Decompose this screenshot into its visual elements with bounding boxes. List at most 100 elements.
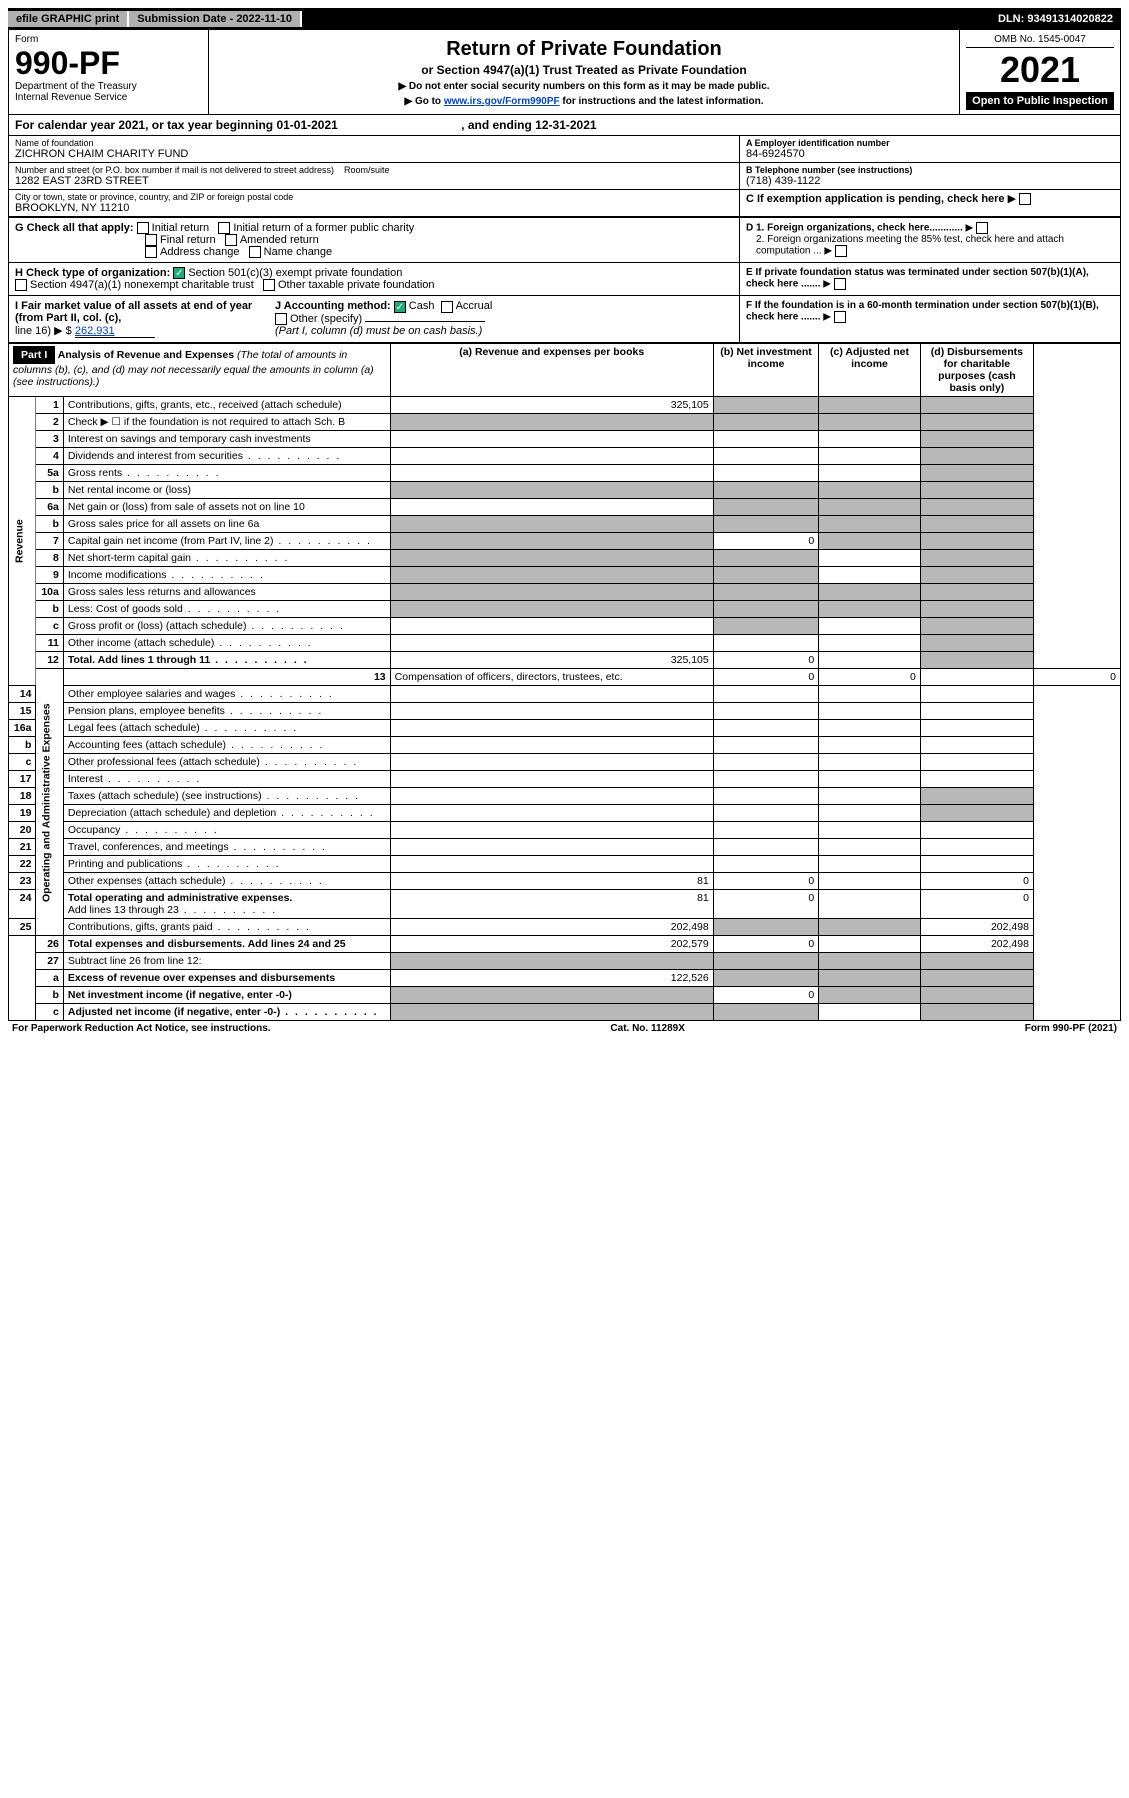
form-header: Form 990-PF Department of the Treasury I… [8, 30, 1121, 115]
other-spec-checkbox[interactable] [275, 313, 287, 325]
footer: For Paperwork Reduction Act Notice, see … [8, 1021, 1121, 1036]
cell: 0 [713, 936, 819, 953]
other-tax-label: Other taxable private foundation [278, 279, 435, 291]
cell: 202,498 [920, 919, 1033, 936]
d2-label: 2. Foreign organizations meeting the 85%… [756, 234, 1064, 257]
line-no: 19 [9, 805, 36, 822]
amended-checkbox[interactable] [225, 234, 237, 246]
line-no: 16a [9, 720, 36, 737]
row-desc: Total expenses and disbursements. Add li… [63, 936, 390, 953]
e-label: E If private foundation status was termi… [746, 267, 1089, 290]
dln-label: DLN: 93491314020822 [990, 11, 1121, 27]
row-desc: Travel, conferences, and meetings [63, 839, 390, 856]
i-line16: line 16) ▶ $ [15, 325, 72, 337]
part1-title: Analysis of Revenue and Expenses [58, 349, 234, 361]
row-desc: Gross profit or (loss) (attach schedule) [63, 618, 390, 635]
row-desc: Excess of revenue over expenses and disb… [63, 970, 390, 987]
cell: 325,105 [390, 397, 713, 414]
d1-label: D 1. Foreign organizations, check here..… [746, 223, 963, 234]
cell: 0 [713, 873, 819, 890]
accrual-checkbox[interactable] [441, 301, 453, 313]
line-no: 3 [36, 431, 63, 448]
cash-checkbox[interactable] [394, 301, 406, 313]
irs-link[interactable]: www.irs.gov/Form990PF [444, 96, 560, 107]
row-desc: Printing and publications [63, 856, 390, 873]
row-desc: Subtract line 26 from line 12: [63, 953, 390, 970]
initial-return-label: Initial return [152, 222, 209, 234]
i-label: I Fair market value of all assets at end… [15, 300, 252, 324]
row-desc: Dividends and interest from securities [63, 448, 390, 465]
other-tax-checkbox[interactable] [263, 279, 275, 291]
row-desc: Gross sales price for all assets on line… [63, 516, 390, 533]
c-checkbox[interactable] [1019, 193, 1031, 205]
i-row: I Fair market value of all assets at end… [8, 296, 1121, 343]
open-to-public: Open to Public Inspection [966, 92, 1114, 110]
line-no: 17 [9, 771, 36, 788]
city-value: BROOKLYN, NY 11210 [15, 202, 733, 214]
cell: 0 [713, 890, 819, 919]
4947-checkbox[interactable] [15, 279, 27, 291]
row-desc: Contributions, gifts, grants paid [63, 919, 390, 936]
cell: 0 [713, 987, 819, 1004]
other-spec-line [365, 321, 485, 322]
line-no: 18 [9, 788, 36, 805]
arrow2-post: for instructions and the latest informat… [560, 96, 764, 107]
row-desc: Other expenses (attach schedule) [63, 873, 390, 890]
c-label: C If exemption application is pending, c… [746, 193, 1005, 205]
tel-value: (718) 439-1122 [746, 175, 1114, 187]
row-desc: Income modifications [63, 567, 390, 584]
d1-checkbox[interactable] [976, 222, 988, 234]
omb-number: OMB No. 1545-0047 [966, 34, 1114, 48]
initial-former-checkbox[interactable] [218, 222, 230, 234]
line-no: 24 [9, 890, 36, 919]
final-return-label: Final return [160, 234, 216, 246]
amended-label: Amended return [240, 234, 319, 246]
line-no: b [36, 987, 63, 1004]
f-checkbox[interactable] [834, 311, 846, 323]
501c3-label: Section 501(c)(3) exempt private foundat… [188, 267, 402, 279]
line-no: 10a [36, 584, 63, 601]
cell: 0 [920, 890, 1033, 919]
cell: 0 [713, 652, 819, 669]
cell: 202,498 [390, 919, 713, 936]
initial-former-label: Initial return of a former public charit… [233, 222, 414, 234]
cell: 0 [713, 669, 819, 686]
d2-checkbox[interactable] [835, 245, 847, 257]
efile-label: efile GRAPHIC print [8, 11, 129, 27]
cell: 325,105 [390, 652, 713, 669]
e-checkbox[interactable] [834, 278, 846, 290]
tax-year: 2021 [966, 52, 1114, 88]
expenses-label: Operating and Administrative Expenses [36, 669, 63, 936]
addr-change-checkbox[interactable] [145, 246, 157, 258]
line-no: 1 [36, 397, 63, 414]
g-label: G Check all that apply: [15, 222, 134, 234]
cal-end: , and ending 12-31-2021 [461, 118, 596, 132]
form-header-left: Form 990-PF Department of the Treasury I… [9, 30, 209, 114]
name-change-checkbox[interactable] [249, 246, 261, 258]
row-desc: Legal fees (attach schedule) [63, 720, 390, 737]
row-desc: Occupancy [63, 822, 390, 839]
part1-label: Part I [13, 346, 55, 364]
footer-right: Form 990-PF (2021) [1025, 1023, 1117, 1034]
row-desc: Contributions, gifts, grants, etc., rece… [63, 397, 390, 414]
ein-value: 84-6924570 [746, 148, 1114, 160]
line-no: 4 [36, 448, 63, 465]
final-return-checkbox[interactable] [145, 234, 157, 246]
other-spec-label: Other (specify) [290, 313, 362, 325]
line-no: 26 [36, 936, 63, 953]
form-subtitle: or Section 4947(a)(1) Trust Treated as P… [215, 63, 953, 77]
g-left: G Check all that apply: Initial return I… [9, 218, 740, 262]
initial-return-checkbox[interactable] [137, 222, 149, 234]
row-desc: Adjusted net income (if negative, enter … [63, 1004, 390, 1021]
line-no: b [36, 482, 63, 499]
e-right: E If private foundation status was termi… [740, 263, 1120, 295]
line-no: 6a [36, 499, 63, 516]
row-desc: Compensation of officers, directors, tru… [390, 669, 713, 686]
row-desc: Check ▶ ☐ if the foundation is not requi… [63, 414, 390, 431]
line-no: 22 [9, 856, 36, 873]
cell: 202,498 [920, 936, 1033, 953]
501c3-checkbox[interactable] [173, 267, 185, 279]
form-header-center: Return of Private Foundation or Section … [209, 30, 960, 114]
line-no: 8 [36, 550, 63, 567]
col-a-header: (a) Revenue and expenses per books [390, 344, 713, 397]
